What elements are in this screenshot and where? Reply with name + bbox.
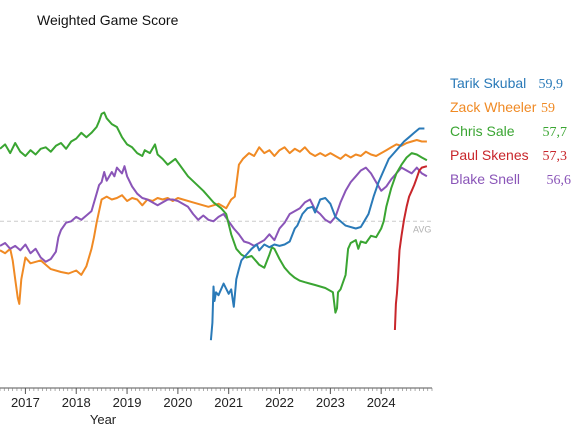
- series-line-tarik-skubal: [209, 127, 425, 341]
- series-line-blake-snell: [0, 165, 428, 263]
- x-tick-label: 2018: [62, 395, 91, 410]
- x-axis: 2017 2018 2019 2020 2021 2022 2023 2024: [0, 387, 433, 410]
- series-line-chris-sale: [0, 111, 428, 314]
- legend-value: 57,3: [543, 149, 568, 164]
- series-line-paul-skenes: [393, 165, 428, 331]
- legend-name: Tarik Skubal: [450, 75, 526, 91]
- x-tick-label: 2020: [163, 395, 192, 410]
- legend-name: Chris Sale: [450, 123, 515, 139]
- avg-label: AVG: [413, 224, 431, 234]
- x-tick-label: 2017: [11, 395, 40, 410]
- x-tick-label: 2019: [113, 395, 142, 410]
- legend-value: 59,9: [539, 77, 564, 92]
- legend-name: Paul Skenes: [450, 147, 529, 163]
- legend-name: Blake Snell: [450, 171, 520, 187]
- legend-name: Zack Wheeler: [450, 99, 537, 115]
- x-tick-label: 2023: [316, 395, 345, 410]
- legend-value: 57,7: [543, 125, 568, 140]
- x-tick-label: 2022: [265, 395, 294, 410]
- x-tick-label: 2021: [214, 395, 243, 410]
- x-tick-label: 2024: [367, 395, 396, 410]
- legend-value: 56,6: [547, 173, 572, 188]
- x-axis-label: Year: [90, 412, 117, 427]
- legend-value: 59: [541, 101, 555, 116]
- plot-area: AVG: [0, 111, 432, 341]
- chart-title: Weighted Game Score: [37, 12, 179, 28]
- series-line-zack-wheeler: [0, 139, 427, 305]
